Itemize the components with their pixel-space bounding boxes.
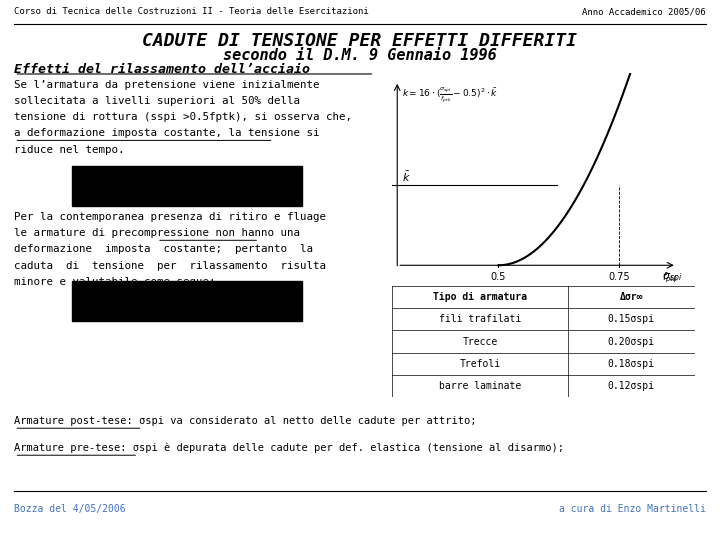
Text: Armature pre-tese: σspi è depurata delle cadute per def. elastica (tensione al d: Armature pre-tese: σspi è depurata delle… bbox=[14, 443, 564, 454]
Text: Effetti del rilassamento dell’acciaio: Effetti del rilassamento dell’acciaio bbox=[14, 63, 310, 76]
Text: tensione di rottura (sspi >0.5fptk), si osserva che,: tensione di rottura (sspi >0.5fptk), si … bbox=[14, 112, 352, 122]
Text: $\sigma_{spi}$: $\sigma_{spi}$ bbox=[662, 271, 682, 286]
Text: Δσr∞: Δσr∞ bbox=[619, 292, 643, 302]
Text: 0.12σspi: 0.12σspi bbox=[608, 381, 654, 391]
Text: caduta  di  tensione  per  rilassamento  risulta: caduta di tensione per rilassamento risu… bbox=[14, 261, 326, 271]
Text: Per la contemporanea presenza di ritiro e fluage: Per la contemporanea presenza di ritiro … bbox=[14, 212, 326, 222]
Bar bbox=[72, 166, 302, 206]
Text: riduce nel tempo.: riduce nel tempo. bbox=[14, 145, 125, 154]
Text: 0.20σspi: 0.20σspi bbox=[608, 336, 654, 347]
Text: fili trafilati: fili trafilati bbox=[439, 314, 521, 325]
Text: Trecce: Trecce bbox=[462, 336, 498, 347]
Text: 0.5: 0.5 bbox=[491, 272, 506, 282]
Text: CADUTE DI TENSIONE PER EFFETTI DIFFERITI: CADUTE DI TENSIONE PER EFFETTI DIFFERITI bbox=[143, 31, 577, 50]
Text: barre laminate: barre laminate bbox=[439, 381, 521, 391]
Bar bbox=[72, 281, 302, 321]
Text: Armature post-tese: σspi va considerato al netto delle cadute per attrito;: Armature post-tese: σspi va considerato … bbox=[14, 416, 477, 426]
Text: a cura di Enzo Martinelli: a cura di Enzo Martinelli bbox=[559, 504, 706, 514]
Text: minore e valutabile come segue:: minore e valutabile come segue: bbox=[14, 277, 216, 287]
Text: Se l’armatura da pretensione viene inizialmente: Se l’armatura da pretensione viene inizi… bbox=[14, 80, 320, 90]
Text: $k=16\cdot(\frac{\sigma_{spi}}{f_{ptk}}-0.5)^{2}\cdot\bar{k}$: $k=16\cdot(\frac{\sigma_{spi}}{f_{ptk}}-… bbox=[402, 86, 498, 105]
Text: Bozza del 4/05/2006: Bozza del 4/05/2006 bbox=[14, 504, 126, 514]
Text: 0.75: 0.75 bbox=[608, 272, 630, 282]
Text: Corso di Tecnica delle Costruzioni II - Teoria delle Esercitazioni: Corso di Tecnica delle Costruzioni II - … bbox=[14, 7, 369, 16]
Text: Trefoli: Trefoli bbox=[459, 359, 500, 369]
Text: sollecitata a livelli superiori al 50% della: sollecitata a livelli superiori al 50% d… bbox=[14, 96, 300, 106]
Text: secondo il D.M. 9 Gennaio 1996: secondo il D.M. 9 Gennaio 1996 bbox=[223, 48, 497, 63]
Text: le armature di precompressione non hanno una: le armature di precompressione non hanno… bbox=[14, 228, 300, 238]
Text: 0.18σspi: 0.18σspi bbox=[608, 359, 654, 369]
Text: a deformazione imposta costante, la tensione si: a deformazione imposta costante, la tens… bbox=[14, 129, 320, 138]
Text: deformazione  imposta  costante;  pertanto  la: deformazione imposta costante; pertanto … bbox=[14, 245, 313, 254]
Text: $\bar{k}$: $\bar{k}$ bbox=[402, 170, 411, 184]
Text: Anno Accademico 2005/06: Anno Accademico 2005/06 bbox=[582, 7, 706, 16]
Text: 0.15σspi: 0.15σspi bbox=[608, 314, 654, 325]
Text: $f_{ptk}$: $f_{ptk}$ bbox=[662, 270, 679, 285]
Text: Tipo di armatura: Tipo di armatura bbox=[433, 292, 527, 302]
